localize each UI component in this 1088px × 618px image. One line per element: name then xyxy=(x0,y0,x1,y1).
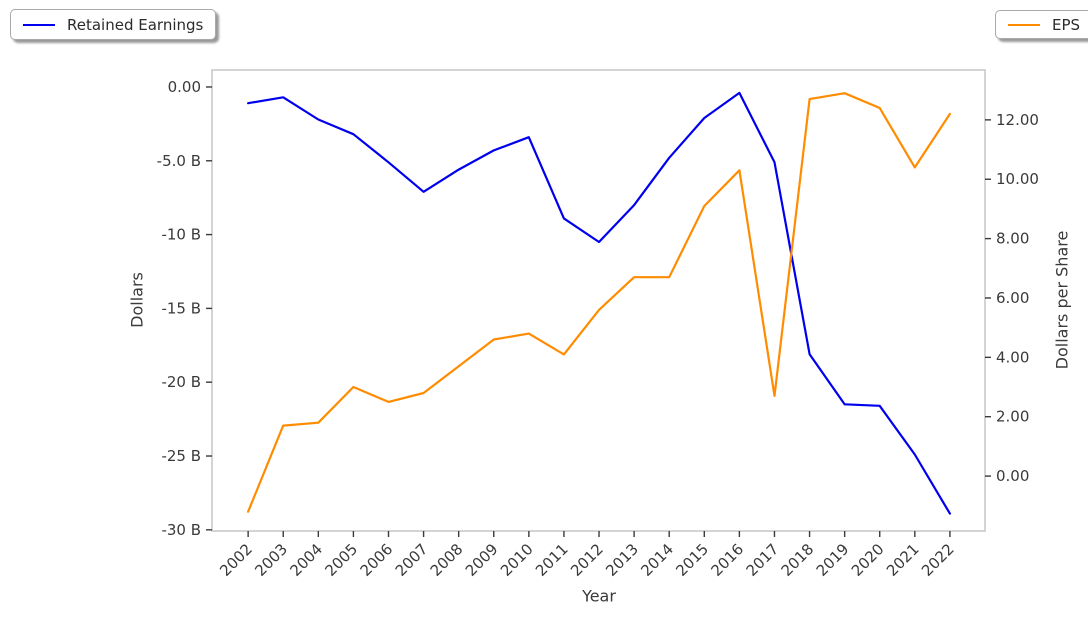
retained-earnings-legend-line-icon xyxy=(23,23,55,26)
y-left-tick-label: -25 B xyxy=(161,447,201,465)
x-tick-label: 2017 xyxy=(743,540,783,580)
x-tick-label: 2022 xyxy=(918,540,958,580)
retained-earnings-line xyxy=(247,91,952,515)
y-right-tick-label: 8.00 xyxy=(996,230,1029,248)
x-tick-label: 2019 xyxy=(813,540,853,580)
x-tick-label: 2016 xyxy=(707,540,747,580)
x-tick-label: 2015 xyxy=(672,540,712,580)
y-right-tick-label: 12.00 xyxy=(996,111,1039,129)
x-axis-title: Year xyxy=(582,586,616,606)
y-left-tick-label: -30 B xyxy=(161,521,201,539)
x-tick-label: 2006 xyxy=(357,540,397,580)
x-tick-label: 2014 xyxy=(637,540,677,580)
eps-legend-line-icon xyxy=(1008,23,1040,26)
y-right-tick-label: 6.00 xyxy=(996,289,1029,307)
x-tick-label: 2013 xyxy=(602,540,642,580)
legend-eps: EPS xyxy=(995,10,1088,39)
x-tick-label: 2020 xyxy=(848,540,888,580)
x-tick-label: 2010 xyxy=(497,540,537,580)
y-right-tick-label: 10.00 xyxy=(996,170,1039,188)
y-right-tick-label: 2.00 xyxy=(996,408,1029,426)
x-tick-label: 2008 xyxy=(427,540,467,580)
x-tick-label: 2002 xyxy=(216,540,256,580)
plot-frame xyxy=(211,69,986,532)
x-tick-label: 2011 xyxy=(532,540,572,580)
y-left-tick-label: -20 B xyxy=(161,373,201,391)
y-left-tick-label: -5.0 B xyxy=(157,152,201,170)
x-tick-label: 2012 xyxy=(567,540,607,580)
legend-retained-earnings: Retained Earnings xyxy=(10,9,217,40)
y-right-tick-label: 4.00 xyxy=(996,348,1029,366)
x-tick-label: 2003 xyxy=(251,540,291,580)
legend-label-eps: EPS xyxy=(1052,15,1081,34)
x-tick-label: 2009 xyxy=(462,540,502,580)
x-tick-label: 2021 xyxy=(883,540,923,580)
y-axis-title-right: Dollars per Share xyxy=(1052,230,1072,370)
eps-line xyxy=(247,92,952,513)
y-right-tick-label: 0.00 xyxy=(996,467,1029,485)
x-tick-label: 2005 xyxy=(322,540,362,580)
y-axis-title-left: Dollars xyxy=(127,272,147,328)
y-left-tick-label: -10 B xyxy=(161,226,201,244)
y-left-tick-label: -15 B xyxy=(161,299,201,317)
legend-label-retained-earnings: Retained Earnings xyxy=(67,15,204,34)
x-tick-label: 2007 xyxy=(392,540,432,580)
y-left-tick-label: 0.00 xyxy=(168,78,201,96)
x-tick-label: 2018 xyxy=(778,540,818,580)
x-tick-label: 2004 xyxy=(286,540,326,580)
